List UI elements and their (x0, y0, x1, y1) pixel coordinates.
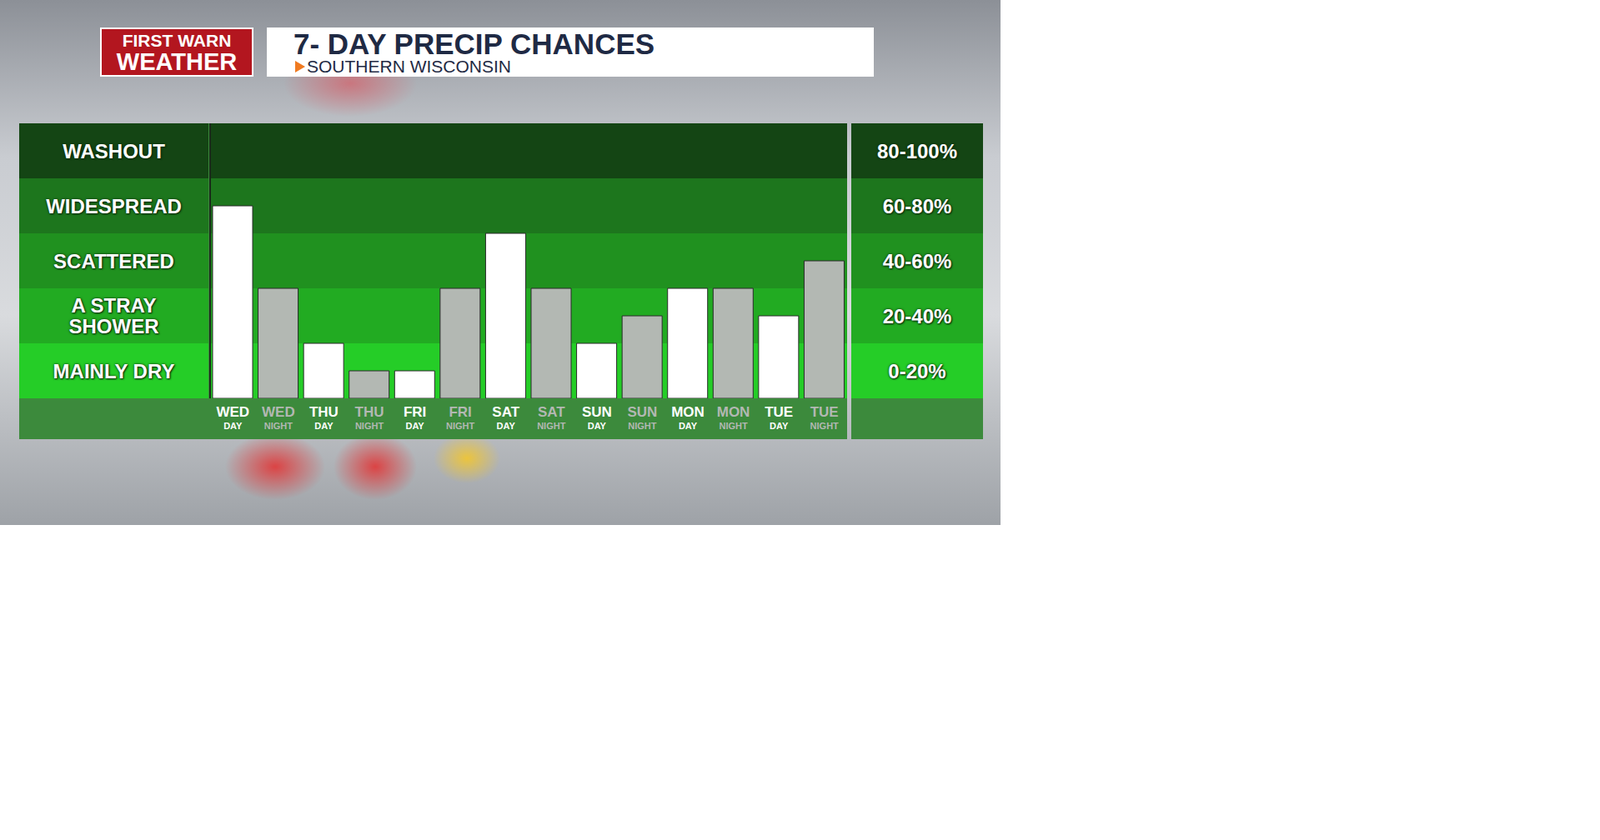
svg-text:WED: WED (261, 404, 296, 421)
svg-text:NIGHT: NIGHT (536, 421, 567, 432)
svg-text:DAY: DAY (496, 421, 517, 432)
svg-text:DAY: DAY (587, 421, 607, 432)
svg-text:MON: MON (717, 404, 751, 421)
svg-text:DAY: DAY (405, 421, 425, 432)
svg-text:DAY: DAY (314, 421, 334, 432)
html-text:WASHOUT: WASHOUT (62, 139, 165, 163)
svg-text:SUN: SUN (626, 404, 658, 421)
html-text:20-40%: 20-40% (882, 304, 952, 328)
html-text:60-80%: 60-80% (882, 194, 952, 218)
svg-text:NIGHT: NIGHT (810, 421, 840, 432)
svg-text:DAY: DAY (769, 421, 789, 432)
svg-text:SUN: SUN (581, 404, 612, 421)
svg-text:DAY: DAY (678, 421, 698, 432)
svg-text:NIGHT: NIGHT (264, 421, 294, 432)
svg-text:NIGHT: NIGHT (718, 421, 748, 432)
html-text:7- DAY PRECIP CHANCES: 7- DAY PRECIP CHANCES (293, 27, 655, 61)
html-text:SOUTHERN WISCONSIN: SOUTHERN WISCONSIN (306, 56, 512, 76)
html-text:FIRST WARN: FIRST WARN (122, 30, 232, 50)
html-text:A STRAY SHOWER: A STRAY SHOWER (68, 294, 159, 338)
svg-text:TUE: TUE (810, 404, 839, 421)
svg-text:FRI: FRI (448, 404, 472, 421)
html-text:WEATHER: WEATHER (116, 47, 237, 75)
html-text:SCATTERED: SCATTERED (53, 249, 175, 273)
svg-text:SAT: SAT (491, 404, 520, 421)
svg-text:WED: WED (215, 404, 250, 421)
svg-text:NIGHT: NIGHT (627, 421, 658, 432)
svg-text:SAT: SAT (537, 404, 566, 421)
svg-text:THU: THU (309, 404, 339, 421)
svg-text:DAY: DAY (223, 421, 243, 432)
html-text:80-100%: 80-100% (877, 139, 958, 163)
html-text:WIDESPREAD: WIDESPREAD (46, 194, 182, 218)
svg-text:TUE: TUE (764, 404, 793, 421)
svg-text:THU: THU (355, 404, 385, 421)
html-text:40-60%: 40-60% (882, 249, 952, 273)
svg-text:MON: MON (671, 404, 705, 421)
svg-text:FRI: FRI (403, 404, 427, 421)
svg-text:NIGHT: NIGHT (355, 421, 385, 432)
svg-text:NIGHT: NIGHT (446, 421, 476, 432)
html-text:MAINLY DRY: MAINLY DRY (53, 359, 175, 383)
html-text:0-20%: 0-20% (888, 359, 947, 383)
